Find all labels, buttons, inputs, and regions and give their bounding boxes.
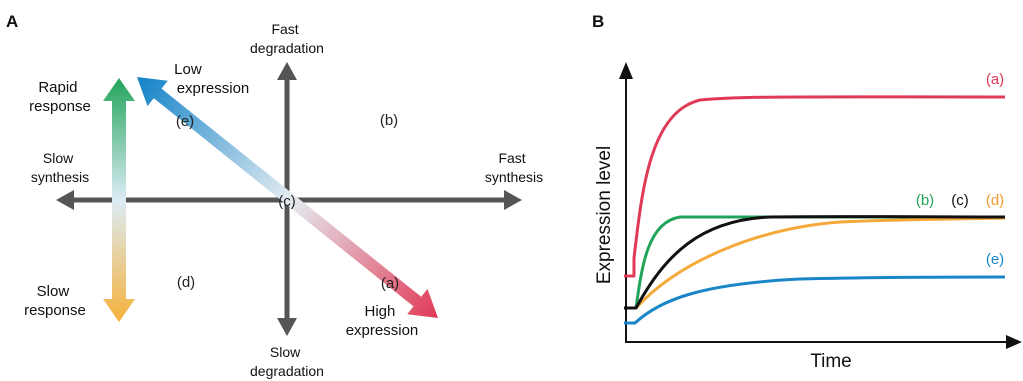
point-label-c: (c) — [278, 193, 296, 210]
expression-gradient-arrow — [137, 77, 438, 318]
panel-b-letter: B — [592, 12, 604, 31]
curve-e — [624, 275, 1006, 325]
right-arrowhead — [504, 190, 522, 210]
top-arrowhead — [277, 62, 297, 80]
left-arrowhead — [56, 190, 74, 210]
label-rapid-response: Rapid response — [29, 79, 91, 115]
x-axis-arrowhead — [1006, 335, 1022, 349]
axis-label-fast-degradation: Fast degradation — [250, 21, 324, 56]
label-high-expression: High expression — [346, 303, 419, 339]
x-axis-title: Time — [810, 351, 852, 372]
region-label-d: (d) — [177, 274, 195, 291]
plot-axes — [619, 62, 1022, 349]
axis-label-slow-synthesis: Slow synthesis — [31, 150, 89, 185]
curve-label-e: (e) — [986, 251, 1004, 268]
curve-label-b: (b) — [916, 192, 934, 209]
curve-d — [624, 216, 1006, 310]
curve-label-d: (d) — [986, 192, 1004, 209]
panel-a-letter: A — [6, 12, 18, 31]
curve-c — [624, 215, 1006, 310]
panel-b: B Time Expression level (a) (b) (c) (d) … — [592, 12, 1022, 372]
response-curves — [624, 95, 1006, 325]
label-low-expression: Low expression — [174, 61, 249, 97]
expression-level-arrow — [137, 77, 438, 318]
y-axis-arrowhead — [619, 62, 633, 79]
response-gradient-arrow — [103, 78, 135, 322]
y-axis-title: Expression level — [594, 146, 615, 284]
axis-label-fast-synthesis: Fast synthesis — [485, 150, 543, 185]
point-label-a: (a) — [381, 275, 399, 292]
region-label-b: (b) — [380, 112, 398, 129]
curve-label-a: (a) — [986, 71, 1004, 88]
bottom-arrowhead — [277, 318, 297, 336]
response-speed-arrow — [103, 78, 135, 322]
axis-label-slow-degradation: Slow degradation — [250, 344, 324, 379]
panel-a: A Fast degradation Slow degradation Slow… — [6, 12, 543, 379]
curve-a — [624, 95, 1006, 278]
curve-label-c: (c) — [951, 192, 969, 209]
curve-b — [624, 215, 1006, 310]
label-slow-response: Slow response — [24, 283, 86, 319]
point-label-e: (e) — [176, 113, 194, 130]
